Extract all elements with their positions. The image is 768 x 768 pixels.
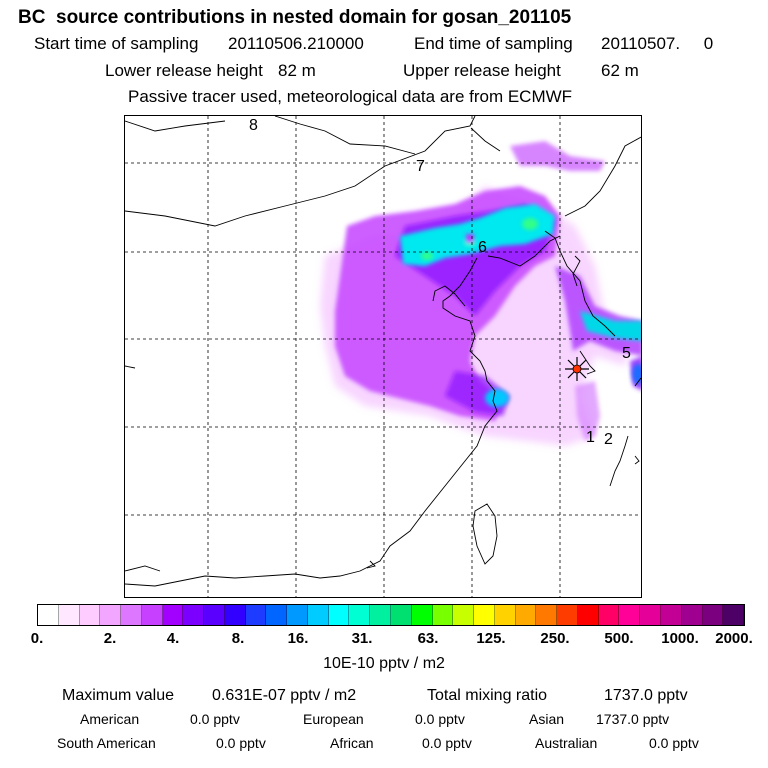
- tracer-note: Passive tracer used, meteorological data…: [128, 87, 573, 106]
- colorbar-tick-label: 500.: [604, 630, 634, 647]
- region-number-1: 1: [586, 429, 595, 446]
- colorbar-segment: [328, 605, 350, 625]
- start-time-label: Start time of sampling: [34, 34, 199, 53]
- region-number-8: 8: [249, 117, 258, 134]
- colorbar-segment: [391, 605, 412, 625]
- colorbar-segment: [121, 605, 142, 625]
- plot-title: BC source contributions in nested domain…: [18, 7, 572, 28]
- region-value-african: 0.0 pptv: [422, 735, 472, 751]
- colorbar-segment: [453, 605, 475, 625]
- region-number-5: 5: [622, 345, 631, 362]
- end-time-label: End time of sampling: [414, 34, 573, 53]
- colorbar-tick-label: 250.: [540, 630, 570, 647]
- region-value-asian: 1737.0 pptv: [596, 711, 670, 727]
- region-number-7: 7: [416, 158, 425, 175]
- region-value-australian: 0.0 pptv: [649, 735, 699, 751]
- lower-height-label: Lower release height: [105, 61, 263, 80]
- colorbar-segment: [598, 605, 620, 625]
- region-value-south-american: 0.0 pptv: [216, 735, 266, 751]
- region-number-6: 6: [478, 239, 487, 256]
- colorbar-tick-label: 125.: [476, 630, 506, 647]
- colorbar-segment: [307, 605, 329, 625]
- end-time-value: 20110507. 0: [601, 34, 714, 53]
- upper-height-label: Upper release height: [403, 61, 561, 80]
- colorbar-segment: [162, 605, 184, 625]
- colorbar-segment: [58, 605, 80, 625]
- colorbar-segment: [723, 605, 745, 625]
- region-name-african: African: [330, 735, 374, 751]
- start-time-value: 20110506.210000: [228, 34, 364, 53]
- colorbar-tick-label: 16.: [287, 630, 309, 647]
- colorbar-segment: [515, 605, 537, 625]
- region-name-asian: Asian: [529, 711, 565, 727]
- colorbar-tick-label: 63.: [417, 630, 439, 647]
- star-icon: [565, 357, 589, 381]
- region-number-2: 2: [604, 431, 613, 448]
- colorbar-segment: [577, 605, 599, 625]
- max-value: 0.631E-07 pptv / m2: [212, 687, 357, 704]
- coastlines: [125, 116, 641, 587]
- colorbar-segment: [287, 605, 308, 625]
- colorbar-segment: [204, 605, 225, 625]
- colorbar-tick-label: 8.: [231, 630, 245, 647]
- lat-lon-grid: [125, 116, 641, 597]
- region-name-south-american: South American: [57, 735, 156, 751]
- colorbar-segment: [640, 605, 661, 625]
- colorbar-segment: [79, 605, 101, 625]
- colorbar-segment: [411, 605, 433, 625]
- colorbar-segment: [224, 605, 246, 625]
- region-name-american: American: [80, 711, 140, 727]
- colorbar-segment: [141, 605, 163, 625]
- colorbar-tick-label: 1000.: [661, 630, 699, 647]
- colorbar-segment: [494, 605, 516, 625]
- colorbar-segment: [474, 605, 495, 625]
- region-value-european: 0.0 pptv: [415, 711, 465, 727]
- region-name-australian: Australian: [535, 735, 598, 751]
- colorbar-tick-label: 2.: [103, 630, 117, 647]
- total-mixing-value: 1737.0 pptv: [604, 687, 688, 704]
- colorbar-tick-label: 4.: [166, 630, 180, 647]
- lower-height-value: 82 m: [278, 61, 316, 80]
- colorbar-segment: [536, 605, 558, 625]
- colorbar-unit: 10E-10 pptv / m2: [323, 655, 445, 672]
- colorbar-tick-label: 0.: [30, 630, 44, 647]
- region-name-european: European: [303, 711, 364, 727]
- colorbar-segment: [100, 605, 122, 625]
- colorbar-tick-label: 2000.: [715, 630, 753, 647]
- colorbar-segment: [619, 605, 641, 625]
- colorbar-tick-label: 31.: [351, 630, 373, 647]
- colorbar-segment: [266, 605, 288, 625]
- colorbar-segment: [183, 605, 205, 625]
- upper-height-value: 62 m: [601, 61, 639, 80]
- total-mixing-label: Total mixing ratio: [427, 687, 548, 704]
- colorbar-segment: [370, 605, 392, 625]
- colorbar-segment: [245, 605, 267, 625]
- region-value-american: 0.0 pptv: [190, 711, 240, 727]
- colorbar-segment: [557, 605, 578, 625]
- map-panel: 8 7 6 5 1 2: [124, 115, 642, 598]
- colorbar-segment: [681, 605, 703, 625]
- colorbar-segment: [702, 605, 724, 625]
- map-canvas: 8 7 6 5 1 2: [125, 116, 641, 597]
- colorbar-segment: [432, 605, 454, 625]
- plume-hotspots: [421, 218, 538, 260]
- colorbar-segment: [660, 605, 682, 625]
- colorbar-segment: [38, 605, 59, 625]
- color-legend-bar: [37, 604, 745, 626]
- max-value-label: Maximum value: [62, 687, 175, 704]
- colorbar-segment: [349, 605, 371, 625]
